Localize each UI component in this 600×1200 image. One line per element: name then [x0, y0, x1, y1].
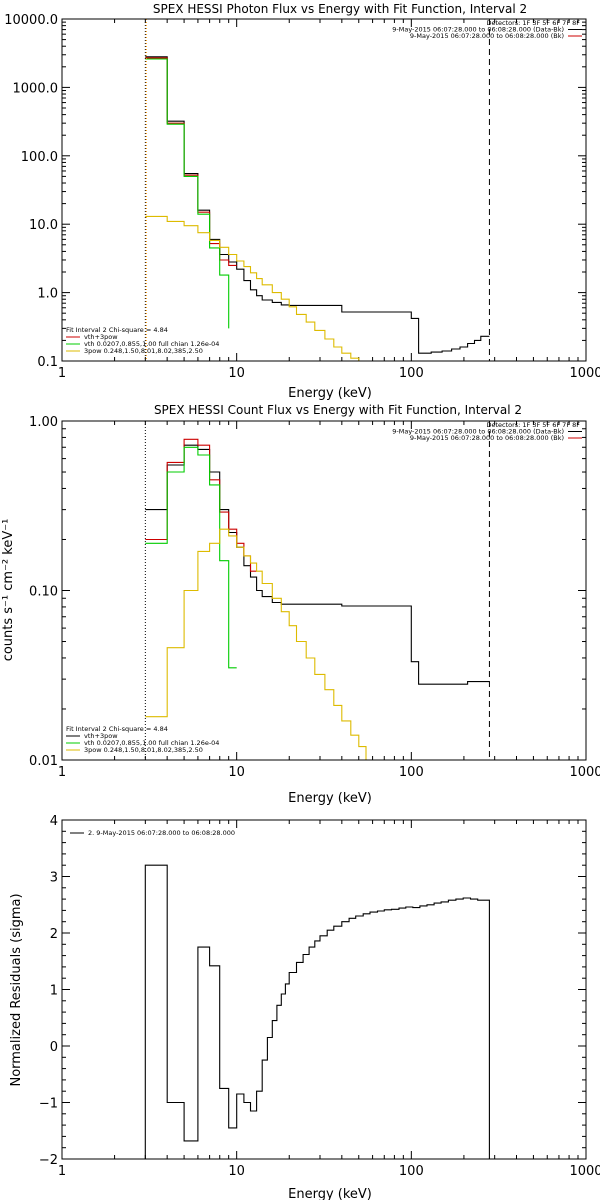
- panel1-title: SPEX HESSI Photon Flux vs Energy with Fi…: [153, 2, 527, 16]
- legend-top-text: Detectors: 1F 3F 5F 6F 7F 8F: [486, 19, 580, 27]
- y-tick-label: 1000.0: [13, 81, 59, 96]
- y-tick-label: 0: [50, 1040, 58, 1055]
- legend-bottom-text: Fit Interval 2 Chi-square = 4.84: [66, 326, 168, 334]
- x-tick-label: 10: [228, 1164, 245, 1179]
- legend-top-text: 9-May-2015 06:07:28.000 to 06:08:28.000 …: [392, 26, 564, 34]
- series-line-1: [145, 57, 237, 266]
- y-tick-label: 100.0: [21, 150, 58, 165]
- y-tick-label: −2: [39, 1153, 58, 1168]
- y-tick-label: 4: [50, 814, 58, 829]
- panel1-series: [145, 56, 490, 362]
- y-tick-label: 1.0: [37, 287, 58, 302]
- panel1-vlines: [144, 19, 490, 361]
- y-tick-label: 1.00: [29, 415, 58, 430]
- panel1-xlabel: Energy (keV): [288, 386, 372, 401]
- x-tick-label: 1: [58, 366, 66, 381]
- x-tick-label: 1: [58, 1164, 66, 1179]
- y-tick-label: 0.1: [37, 355, 58, 370]
- panel1-legend-bottom: Fit Interval 2 Chi-square = 4.84vth+3pow…: [66, 326, 219, 355]
- y-tick-label: 3: [50, 871, 58, 886]
- panel3-axes-frame: [61, 819, 587, 1160]
- panel2-series: [145, 438, 490, 761]
- legend-bottom-text: vth+3pow: [84, 333, 118, 341]
- panel2-legend-bottom: Fit Interval 2 Chi-square = 4.84vth+3pow…: [66, 725, 219, 754]
- panel2-xlabel: Energy (keV): [288, 791, 372, 806]
- series-line-0: [145, 56, 490, 354]
- x-tick-label: 1000: [569, 765, 600, 780]
- y-tick-label: 2: [50, 927, 58, 942]
- series-line-0: [144, 864, 490, 1159]
- x-tick-label: 1: [58, 765, 66, 780]
- legend-top-text: Detectors: 1F 3F 5F 6F 7F 8F: [486, 421, 580, 429]
- panel3-grid-ticks: 1 10 100 1000 −2 −1 0 1 2 3 4: [39, 814, 600, 1179]
- panel2-axes-frame: [61, 420, 587, 761]
- x-tick-label: 100: [399, 366, 424, 381]
- x-tick-label: 10: [228, 765, 245, 780]
- legend-bottom-text: 3pow 0.248,1.50,8.01,8.02,385,2.50: [84, 347, 203, 355]
- legend-top-text: 9-May-2015 06:07:28.000 to 06:08:28.000 …: [392, 428, 564, 436]
- y-tick-label: 0.01: [29, 754, 58, 769]
- x-tick-label: 100: [399, 1164, 424, 1179]
- series-line-0: [145, 444, 490, 685]
- x-tick-label: 1000: [569, 366, 600, 381]
- residuals-panel: 1 10 100 1000 −2 −1 0 1 2 3 4 2. 9-May-2015 06:07:…: [9, 814, 600, 1200]
- panel2-title: SPEX HESSI Count Flux vs Energy with Fit…: [154, 403, 522, 417]
- legend-bottom-text: vth 0.0207,0.855,1.00 full chian 1.26e-0…: [84, 739, 219, 747]
- panel1-grid-ticks: 1 10 100 1000 0.1 1.0 10.0 100.0 1000.0 10000.0: [4, 13, 600, 381]
- y-tick-label: −1: [39, 1097, 58, 1112]
- panel1-axes-frame: [61, 18, 587, 362]
- legend-bottom-text: Fit Interval 2 Chi-square = 4.84: [66, 725, 168, 733]
- x-tick-label: 100: [399, 765, 424, 780]
- legend-bottom-text: 3pow 0.248,1.50,8.01,8.02,385,2.50: [84, 746, 203, 754]
- series-line-2: [145, 58, 230, 329]
- legend-bottom-text: vth 0.0207,0.855,1.00 full chian 1.26e-0…: [84, 340, 219, 348]
- panel3-ylabel: Normalized Residuals (sigma): [9, 893, 24, 1086]
- panel2-legend-top: Detectors: 1F 3F 5F 6F 7F 8F9-May-2015 0…: [392, 421, 582, 442]
- panel3-legend-top: 2. 9-May-2015 06:07:28.000 to 06:08:28.0…: [70, 829, 235, 837]
- panel2-ylabel: counts s⁻¹ cm⁻² keV⁻¹: [1, 519, 16, 662]
- series-line-3: [145, 528, 373, 761]
- y-tick-label: 1: [50, 984, 58, 999]
- panel2-vlines: [144, 421, 490, 760]
- count-flux-panel: SPEX HESSI Count Flux vs Energy with Fit…: [1, 403, 600, 806]
- panel3-xlabel: Energy (keV): [288, 1187, 372, 1200]
- panel3-series: [144, 864, 490, 1159]
- series-line-2: [145, 446, 237, 669]
- x-tick-label: 10: [228, 366, 245, 381]
- legend-top-text: 9-May-2015 06:07:28.000 to 06:08:28.000 …: [410, 32, 564, 40]
- legend-top-text: 9-May-2015 06:07:28.000 to 06:08:28.000 …: [410, 434, 564, 442]
- panel2-grid-ticks: 1 10 100 1000 0.01 0.10 1.00: [29, 415, 600, 780]
- series-line-3: [145, 215, 373, 362]
- panel1-legend-top: Detectors: 1F 3F 5F 6F 7F 8F9-May-2015 0…: [392, 19, 582, 40]
- legend-top-text: 2. 9-May-2015 06:07:28.000 to 06:08:28.0…: [88, 829, 235, 837]
- y-tick-label: 0.10: [29, 585, 58, 600]
- legend-bottom-text: vth+3pow: [84, 732, 118, 740]
- photon-flux-panel: SPEX HESSI Photon Flux vs Energy with Fi…: [4, 2, 600, 401]
- y-tick-label: 10000.0: [4, 13, 58, 28]
- x-tick-label: 1000: [569, 1164, 600, 1179]
- y-tick-label: 10.0: [29, 218, 58, 233]
